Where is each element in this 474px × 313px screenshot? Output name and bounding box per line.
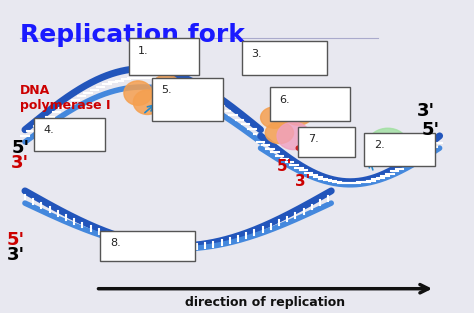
Text: 1.: 1. <box>138 46 149 56</box>
Text: 5.: 5. <box>162 85 172 95</box>
Text: 7.: 7. <box>308 134 319 144</box>
Ellipse shape <box>152 75 181 99</box>
Text: 6.: 6. <box>279 95 290 105</box>
FancyBboxPatch shape <box>152 78 223 121</box>
FancyBboxPatch shape <box>35 118 105 151</box>
Ellipse shape <box>277 122 310 150</box>
Ellipse shape <box>133 90 162 115</box>
Ellipse shape <box>265 122 293 144</box>
Text: 8.: 8. <box>110 238 120 248</box>
Text: 4.: 4. <box>44 125 55 135</box>
Text: 5': 5' <box>7 231 25 249</box>
FancyBboxPatch shape <box>298 127 355 157</box>
Text: Replication fork: Replication fork <box>20 23 245 47</box>
Text: 3': 3' <box>295 174 310 189</box>
Text: 3.: 3. <box>251 49 262 59</box>
FancyBboxPatch shape <box>128 38 199 75</box>
Ellipse shape <box>124 81 152 105</box>
Ellipse shape <box>261 107 289 128</box>
Text: direction of replication: direction of replication <box>185 296 346 309</box>
Ellipse shape <box>284 104 312 125</box>
Text: 5': 5' <box>276 159 292 174</box>
Text: 3': 3' <box>11 154 29 172</box>
FancyBboxPatch shape <box>100 231 195 261</box>
FancyBboxPatch shape <box>242 41 327 75</box>
Text: DNA
polymerase I: DNA polymerase I <box>20 84 111 112</box>
FancyBboxPatch shape <box>270 87 350 121</box>
Ellipse shape <box>369 128 407 156</box>
Text: 2.: 2. <box>374 141 384 151</box>
Text: 3': 3' <box>7 246 25 264</box>
FancyBboxPatch shape <box>364 133 435 167</box>
Text: 5': 5' <box>11 139 29 157</box>
Text: 5': 5' <box>421 121 439 139</box>
Text: 3': 3' <box>417 102 435 121</box>
